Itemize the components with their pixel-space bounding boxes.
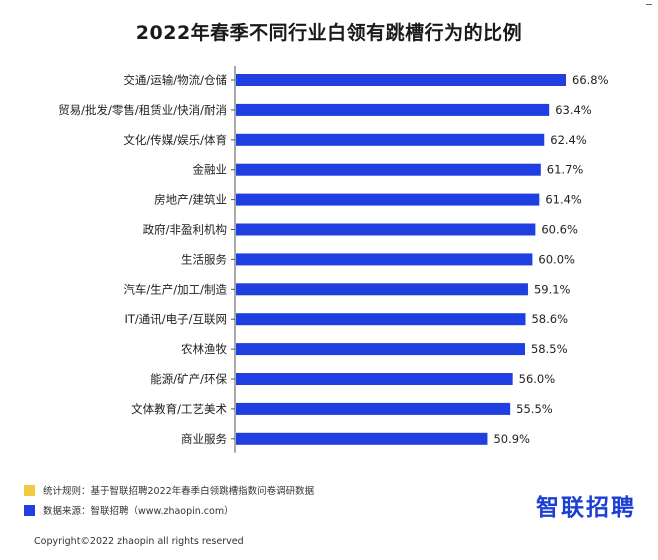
value-label: 50.9% (493, 432, 530, 446)
category-label: 文化/传媒/娱乐/体育 (123, 133, 227, 147)
value-label: 55.5% (516, 402, 553, 416)
category-label: 农林渔牧 (181, 342, 227, 356)
bar (236, 402, 511, 415)
category-label: 交通/运输/物流/仓储 (123, 73, 227, 87)
zhaopin-logo: 智联招聘 (536, 488, 636, 522)
corner-mark (646, 4, 652, 5)
bar (236, 373, 513, 385)
bar (236, 313, 526, 326)
value-label: 59.1% (534, 282, 571, 296)
category-label: 生活服务 (181, 252, 227, 266)
value-label: 66.8% (572, 73, 609, 87)
value-label: 58.6% (531, 312, 568, 326)
category-label: IT/通讯/电子/互联网 (124, 312, 227, 326)
category-label: 商业服务 (181, 432, 227, 446)
value-label: 60.6% (541, 223, 578, 237)
bar (236, 223, 536, 236)
bar (236, 163, 541, 176)
value-label: 61.7% (547, 163, 584, 177)
bar (236, 74, 566, 86)
bar (236, 133, 545, 146)
copyright-text: Copyright©2022 zhaopin all rights reserv… (34, 536, 244, 547)
value-label: 56.0% (519, 372, 556, 386)
value-label: 58.5% (531, 342, 568, 356)
bar (236, 343, 525, 356)
bar (236, 432, 488, 445)
bar (236, 253, 533, 266)
category-label: 贸易/批发/零售/租赁业/快消/耐消 (58, 103, 227, 117)
legend-swatch-yellow (24, 484, 35, 496)
legend-item-rule: 统计规则：基于智联招聘2022年春季白领跳槽指数问卷调研数据 (24, 482, 314, 498)
value-label: 61.4% (545, 193, 582, 207)
category-label: 能源/矿产/环保 (150, 372, 227, 386)
legend-source-text: 数据来源：智联招聘（www.zhaopin.com） (43, 506, 234, 517)
legend-rule-text: 统计规则：基于智联招聘2022年春季白领跳槽指数问卷调研数据 (43, 486, 315, 497)
category-label: 房地产/建筑业 (154, 193, 227, 207)
category-label: 文体教育/工艺美术 (131, 402, 227, 416)
legend-swatch-blue (24, 504, 35, 516)
bar (236, 103, 550, 116)
bar (236, 283, 528, 296)
bar (236, 193, 540, 206)
value-label: 60.0% (538, 252, 575, 266)
bar-chart: 交通/运输/物流/仓储 66.8% 贸易/批发/零售/租赁业/快消/耐消 63.4% 文… (58, 66, 609, 453)
zhaopin-logo-text: 智联招聘 (536, 495, 636, 521)
value-label: 62.4% (550, 133, 587, 147)
chart-title: 2022年春季不同行业白领有跳槽行为的比例 (135, 22, 523, 44)
category-label: 金融业 (193, 163, 228, 177)
category-label: 政府/非盈利机构 (143, 223, 227, 237)
value-label: 63.4% (555, 103, 592, 117)
category-label: 汽车/生产/加工/制造 (123, 282, 227, 296)
legend-item-source: 数据来源：智联招聘（www.zhaopin.com） (24, 502, 234, 518)
